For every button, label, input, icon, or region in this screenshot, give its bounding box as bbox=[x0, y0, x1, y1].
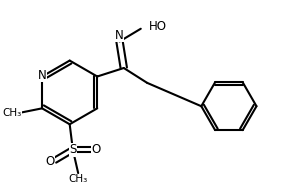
Text: CH₃: CH₃ bbox=[3, 108, 22, 118]
Text: N: N bbox=[38, 69, 47, 82]
Text: O: O bbox=[91, 143, 101, 156]
Text: N: N bbox=[115, 29, 124, 42]
Text: CH₃: CH₃ bbox=[69, 174, 88, 184]
Text: S: S bbox=[69, 143, 76, 156]
Text: HO: HO bbox=[149, 20, 167, 33]
Text: O: O bbox=[45, 155, 54, 168]
